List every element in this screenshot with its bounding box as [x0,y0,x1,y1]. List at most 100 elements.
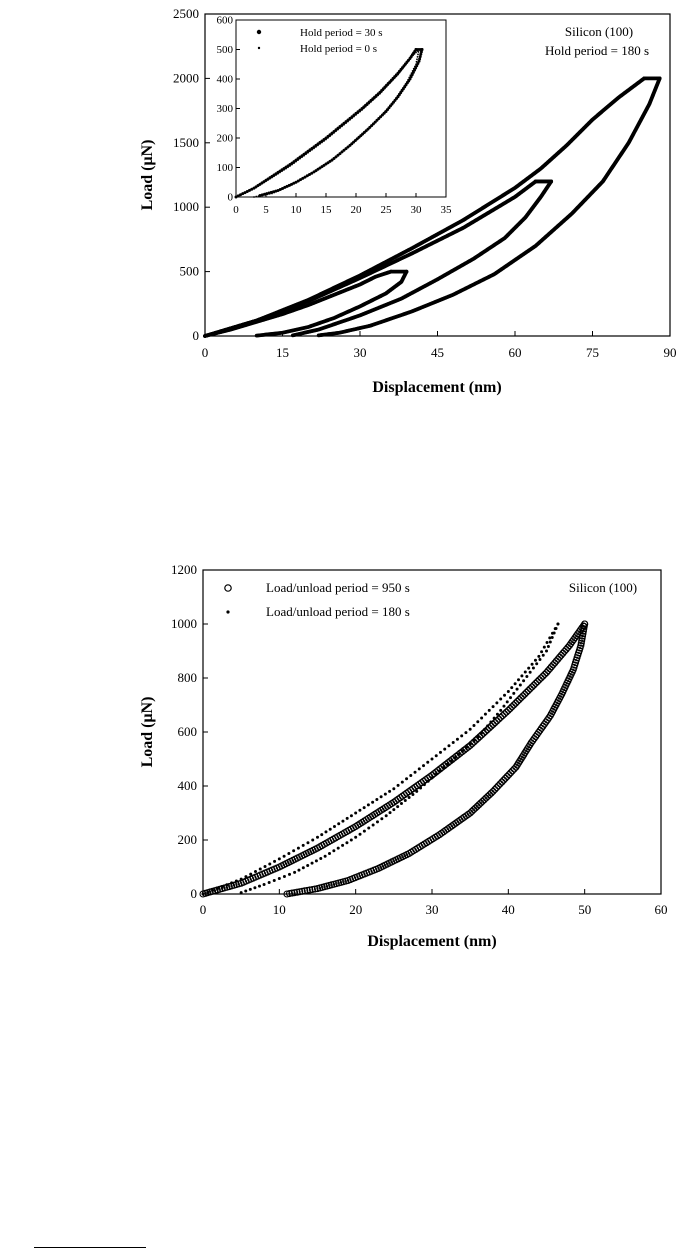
inset-series-2-point [413,65,416,68]
chart-2-series-180s-point [367,826,371,830]
inset-series-2-point [394,98,396,101]
chart-1-x-tick-label: 60 [509,345,522,360]
chart-2-series-180s-point [371,800,375,804]
chart-2-series-180s-point [345,816,349,820]
inset-series-2-point [380,114,383,117]
chart-2-series-950s-point [499,712,507,720]
inset-series-2-point [404,83,407,85]
chart-2-series-950s-point [502,708,510,716]
inset-series-2-point [410,72,413,74]
chart-2-series-180s-point [273,859,277,863]
chart-2-legend-label-180s: Load/unload period = 180 s [266,604,410,619]
chart-2-x-tick-labels: 0 10 20 30 40 50 60 [200,902,668,917]
chart-2-series-180s-point [362,829,366,833]
inset-series-2-point [309,150,311,153]
inset-series-2-point [311,148,313,151]
chart-2-series-180s-point [358,832,362,836]
inset-series-2-point [353,140,356,143]
chart-2-series-180s-point [332,849,336,853]
chart-2-series-180s-point [392,787,396,791]
inset-series-2-point [407,60,410,63]
chart-2-series-180s-point [358,808,362,812]
chart-2-series-180s-point [523,670,527,674]
chart-2-y-tick-label: 400 [178,778,198,793]
inset-series-2-point [259,194,262,197]
inset-series-2-point [244,191,246,194]
chart-2-series-180s-point [411,792,415,796]
chart-2-series-180s-point [541,653,545,657]
chart-2-series-180s-point [292,849,296,853]
chart-1-y-tick-label: 2000 [173,70,199,85]
chart-2-series-950s-point [494,782,502,790]
inset-x-tick-labels: 0 5 10 15 20 25 30 35 [233,204,452,216]
inset-series-2-point [271,176,273,179]
inset-series-2-point [407,78,410,81]
inset-series-2-point [415,51,417,54]
chart-2-series-950s-point [524,687,532,695]
chart-2-series-180s-point [336,846,340,850]
inset-series-2-point [373,97,376,100]
inset-series-2-point [413,53,416,55]
inset-series-2-point [368,127,371,129]
chart-2-series-950s-point [485,791,494,799]
inset-series-2-point [390,102,393,105]
chart-1-series-2-point [290,333,295,338]
inset-series-2-point [404,64,407,66]
chart-2-x-tick-label: 10 [273,902,286,917]
inset-series-2-point [401,67,404,70]
inset-series-2-point [384,87,386,90]
inset-series-2-point [262,194,264,197]
inset-series-2-point [398,71,401,74]
chart-2-series-180s-point [518,683,522,687]
inset-series-2-point [380,91,383,93]
chart-2-series-950s-point [508,767,516,775]
inset-series-2-point [255,186,257,189]
inset-series-2-point [297,159,299,162]
chart-2-series-180s-point [505,700,509,704]
chart-2-series-180s-point [306,863,310,867]
inset-series-2-point [331,158,333,161]
chart-2-series-180s-point [263,864,267,868]
inset-series-1-point [419,52,423,56]
chart-2-series-180s-point [542,645,546,649]
inset-series-2-point [293,162,295,164]
chart-2-series-180s-point [522,679,526,683]
chart-2-series-180s-point [262,883,266,887]
chart-2-y-tick-label: 800 [178,670,198,685]
inset-series-2-point [293,182,296,185]
chart-2-series-950s-point [483,726,491,734]
chart-1-y-axis-title-text: Load (μN) [139,140,156,211]
chart-2-series-950s-point [526,685,534,693]
inset-series-2-point [311,172,313,175]
inset-series-2-point [410,56,413,59]
inset-series-1-point [352,113,356,117]
inset-series-2-point [317,144,319,147]
inset-series-2-point [368,102,371,105]
chart-1-y-tick-label: 1500 [173,135,199,150]
inset-series-2-point [315,169,317,172]
chart-2-series-950s-point [517,694,525,702]
inset-series-2-point [347,120,349,123]
inset-series-2-point [335,130,337,133]
inset-series-2-point [271,192,273,195]
inset-series-2-point [403,66,405,68]
chart-2-series-950s-point [519,692,527,700]
chart-2-series-180s-point [546,645,550,648]
chart-1-x-tick-label: 45 [431,345,444,360]
chart-2-series-180s-point [527,666,531,670]
inset-x-tick-label: 20 [351,204,363,216]
inset-series-2-point [345,122,347,124]
chart-2-series-180s-point [341,843,345,847]
inset-series-2-point [286,185,289,188]
chart-2-series-950s-point [501,774,509,782]
chart-2-series-180s-point [392,808,396,812]
chart-2-series-180s-point [354,835,358,839]
inset-series-2-point [371,123,374,126]
chart-2-series-950s-point [484,792,492,800]
chart-2-series-180s-point [306,841,310,845]
inset-series-2-point [408,76,411,79]
inset-series-2-point [300,178,303,181]
inset-series-1-point [324,136,328,140]
chart-2-series-950s-point [493,784,501,792]
chart-2-series-180s-point [288,872,292,876]
